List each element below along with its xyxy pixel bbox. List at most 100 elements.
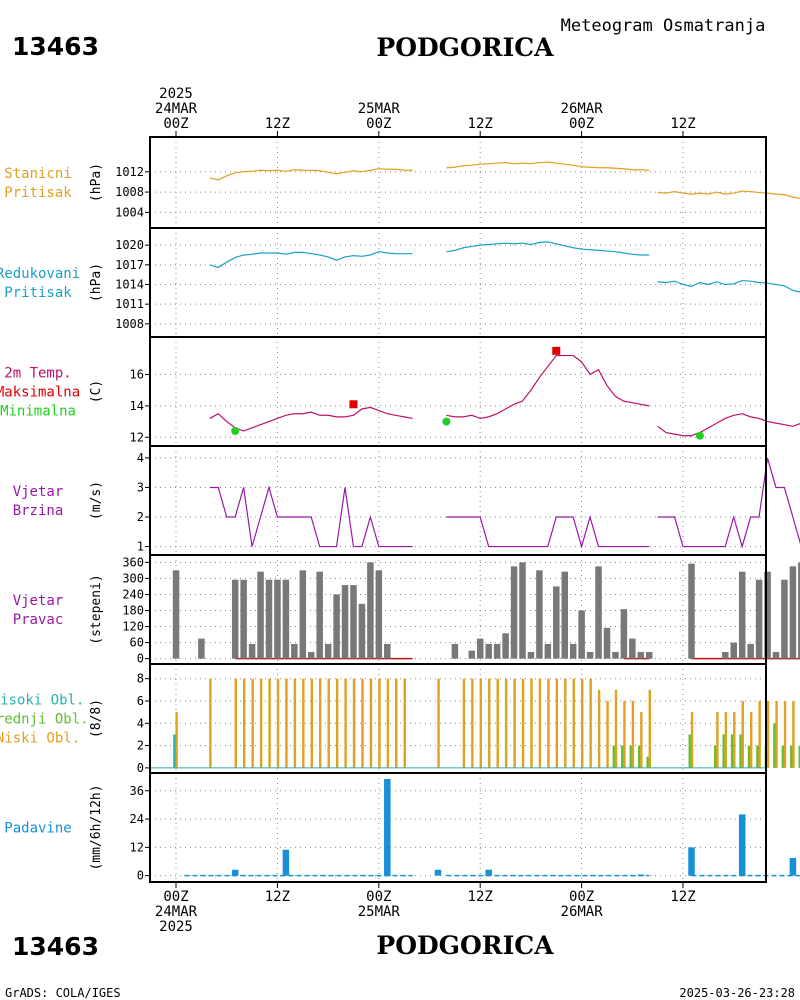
direction-bar (468, 650, 476, 659)
direction-bar (536, 570, 543, 659)
cloud-bar (783, 700, 787, 768)
cloud-bar (646, 756, 649, 768)
series-line (209, 168, 413, 181)
direction-bar (755, 579, 763, 659)
direction-bar (612, 651, 619, 659)
panel-frame (149, 227, 767, 338)
cloud-bar (690, 712, 694, 768)
y-tick-label: 1017 (115, 258, 144, 272)
precip-bar (688, 847, 695, 876)
direction-bar (772, 651, 780, 659)
cloud-bar (597, 689, 601, 768)
y-tick-label: 6 (137, 694, 144, 708)
time-label-bottom: 12Z (468, 889, 493, 905)
panel-cloud_cover: 0 2 4 6 8 (8/8) Visoki Obl. Srednji Obl. Niski O… (0, 663, 800, 775)
footer-timestamp: 2025-03-26-23:28 (679, 986, 795, 1000)
direction-bar (527, 651, 535, 659)
y-tick-label: 1008 (115, 317, 144, 331)
time-label-bottom: 12Z (265, 889, 290, 905)
min-temp-marker (231, 427, 240, 435)
y-tick-label: 36 (130, 784, 144, 798)
precip-bar (789, 857, 797, 876)
y-tick-label: 0 (137, 869, 144, 883)
y-axis-label: (hPa) (89, 263, 104, 302)
cloud-bar (344, 678, 347, 768)
panels-group: 100410081012(hPa)StanicniPritisak1008101… (0, 136, 800, 883)
series-line (657, 190, 800, 200)
cloud-bar (747, 745, 751, 768)
precip-bar (231, 869, 239, 876)
cloud-bar (722, 734, 725, 768)
y-tick-label: 240 (122, 587, 144, 601)
series-line (209, 485, 413, 548)
precip-bar (485, 869, 492, 876)
y-tick-label: 360 (122, 555, 144, 569)
cloud-bar (378, 678, 381, 768)
time-label-top: 12Z (670, 116, 695, 132)
max-temp-marker (349, 400, 358, 409)
direction-bar (688, 563, 695, 659)
cloud-bar (386, 678, 390, 768)
panel-frame (149, 772, 767, 883)
direction-bar (637, 651, 645, 659)
panel-label: Srednji Obl. (0, 712, 89, 728)
direction-bar (198, 638, 205, 659)
cloud-bar (259, 678, 263, 768)
y-tick-label: 2 (137, 739, 144, 753)
cloud-bar (479, 678, 482, 768)
cloud-bar (750, 712, 753, 768)
y-axis-label: (stepeni) (89, 574, 104, 644)
y-tick-label: 1011 (115, 297, 144, 311)
time-label-bottom: 2025 (159, 919, 193, 935)
cloud-bar (756, 745, 759, 768)
y-tick-label: 12 (130, 840, 144, 854)
y-tick-label: 0 (137, 761, 144, 775)
cloud-bar (790, 745, 793, 768)
direction-bar (341, 585, 349, 659)
precip-bar (738, 814, 746, 876)
y-tick-label: 2 (137, 510, 144, 524)
cloud-bar (352, 678, 356, 768)
panel-label: Padavine (4, 821, 71, 837)
panel-precipitation: 0 12 24 36 (mm/6h/12h) Padavine (4, 772, 800, 883)
cloud-bar (614, 689, 618, 768)
cloud-bar (276, 678, 280, 768)
direction-bar (510, 566, 518, 659)
cloud-bar (488, 678, 491, 768)
y-tick-label: 8 (137, 672, 144, 686)
series-line (209, 251, 413, 269)
cloud-bar (798, 745, 800, 768)
direction-bar (789, 566, 797, 659)
cloud-bar (564, 678, 567, 768)
city-title-bottom: PODGORICA (376, 931, 554, 960)
cloud-bar (739, 734, 742, 768)
station-id-top: 13463 (12, 32, 99, 61)
panel-frame (149, 336, 767, 447)
cloud-bar (714, 745, 717, 768)
direction-bar (620, 609, 628, 659)
cloud-bar (335, 678, 339, 768)
direction-bar (544, 643, 552, 659)
time-label-top: 2025 (159, 86, 193, 102)
direction-bar (375, 570, 383, 659)
y-tick-label: 4 (137, 716, 144, 730)
panel-wind_direction: 0 60 120 180 240 300 360 (stepeni) Vjetar Pravac (13, 554, 800, 666)
y-tick-label: 1 (137, 540, 144, 554)
direction-bar (384, 643, 391, 659)
min-temp-marker (442, 417, 451, 426)
direction-bar (367, 562, 374, 659)
cloud-bar (285, 678, 288, 768)
cloud-bar (637, 745, 641, 768)
time-label-bottom: 00Z (163, 889, 188, 905)
cloud-bar (327, 678, 330, 768)
time-axis-group: 202524MAR00Z00Z24MAR202512Z12Z25MAR00Z00… (155, 86, 696, 935)
y-tick-label: 180 (122, 604, 144, 618)
y-tick-label: 3 (137, 480, 144, 494)
panel-label: Pravac (13, 612, 64, 628)
y-tick-label: 60 (130, 636, 144, 650)
panel-reduced_pressure: 1008 1011 1014 1017 1020 (hPa) Redukovani Priti… (0, 227, 800, 338)
direction-bar (333, 594, 340, 659)
cloud-bar (555, 678, 559, 768)
direction-bar (553, 586, 560, 659)
cloud-bar (781, 745, 784, 768)
